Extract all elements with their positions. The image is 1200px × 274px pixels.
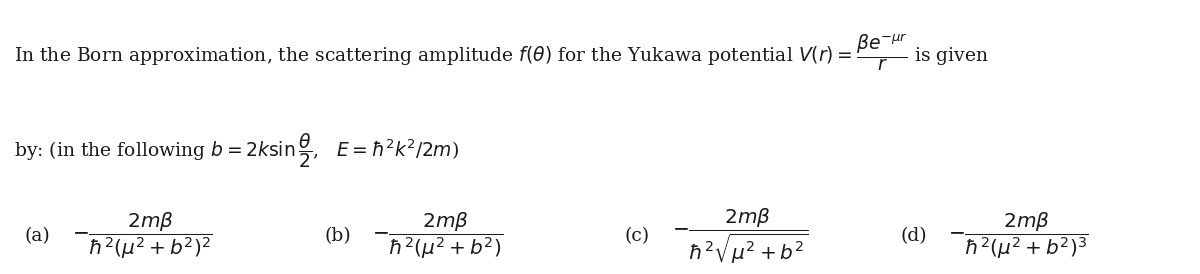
Text: In the Born approximation, the scattering amplitude $f(\theta)$ for the Yukawa p: In the Born approximation, the scatterin…: [14, 33, 989, 73]
Text: (c): (c): [624, 227, 649, 245]
Text: $-\dfrac{2m\beta}{\hbar^2(\mu^2+b^2)}$: $-\dfrac{2m\beta}{\hbar^2(\mu^2+b^2)}$: [372, 210, 503, 261]
Text: (a): (a): [24, 227, 49, 245]
Text: (d): (d): [900, 227, 926, 245]
Text: $-\dfrac{2m\beta}{\hbar^2\sqrt{\mu^2+b^2}}$: $-\dfrac{2m\beta}{\hbar^2\sqrt{\mu^2+b^2…: [672, 206, 808, 265]
Text: $-\dfrac{2m\beta}{\hbar^2(\mu^2+b^2)^3}$: $-\dfrac{2m\beta}{\hbar^2(\mu^2+b^2)^3}$: [948, 210, 1088, 261]
Text: (b): (b): [324, 227, 350, 245]
Text: $-\dfrac{2m\beta}{\hbar^2(\mu^2+b^2)^2}$: $-\dfrac{2m\beta}{\hbar^2(\mu^2+b^2)^2}$: [72, 210, 212, 261]
Text: by: (in the following $b = 2k\sin\dfrac{\theta}{2}$,   $E = \hbar^2k^2/2m$): by: (in the following $b = 2k\sin\dfrac{…: [14, 132, 460, 170]
